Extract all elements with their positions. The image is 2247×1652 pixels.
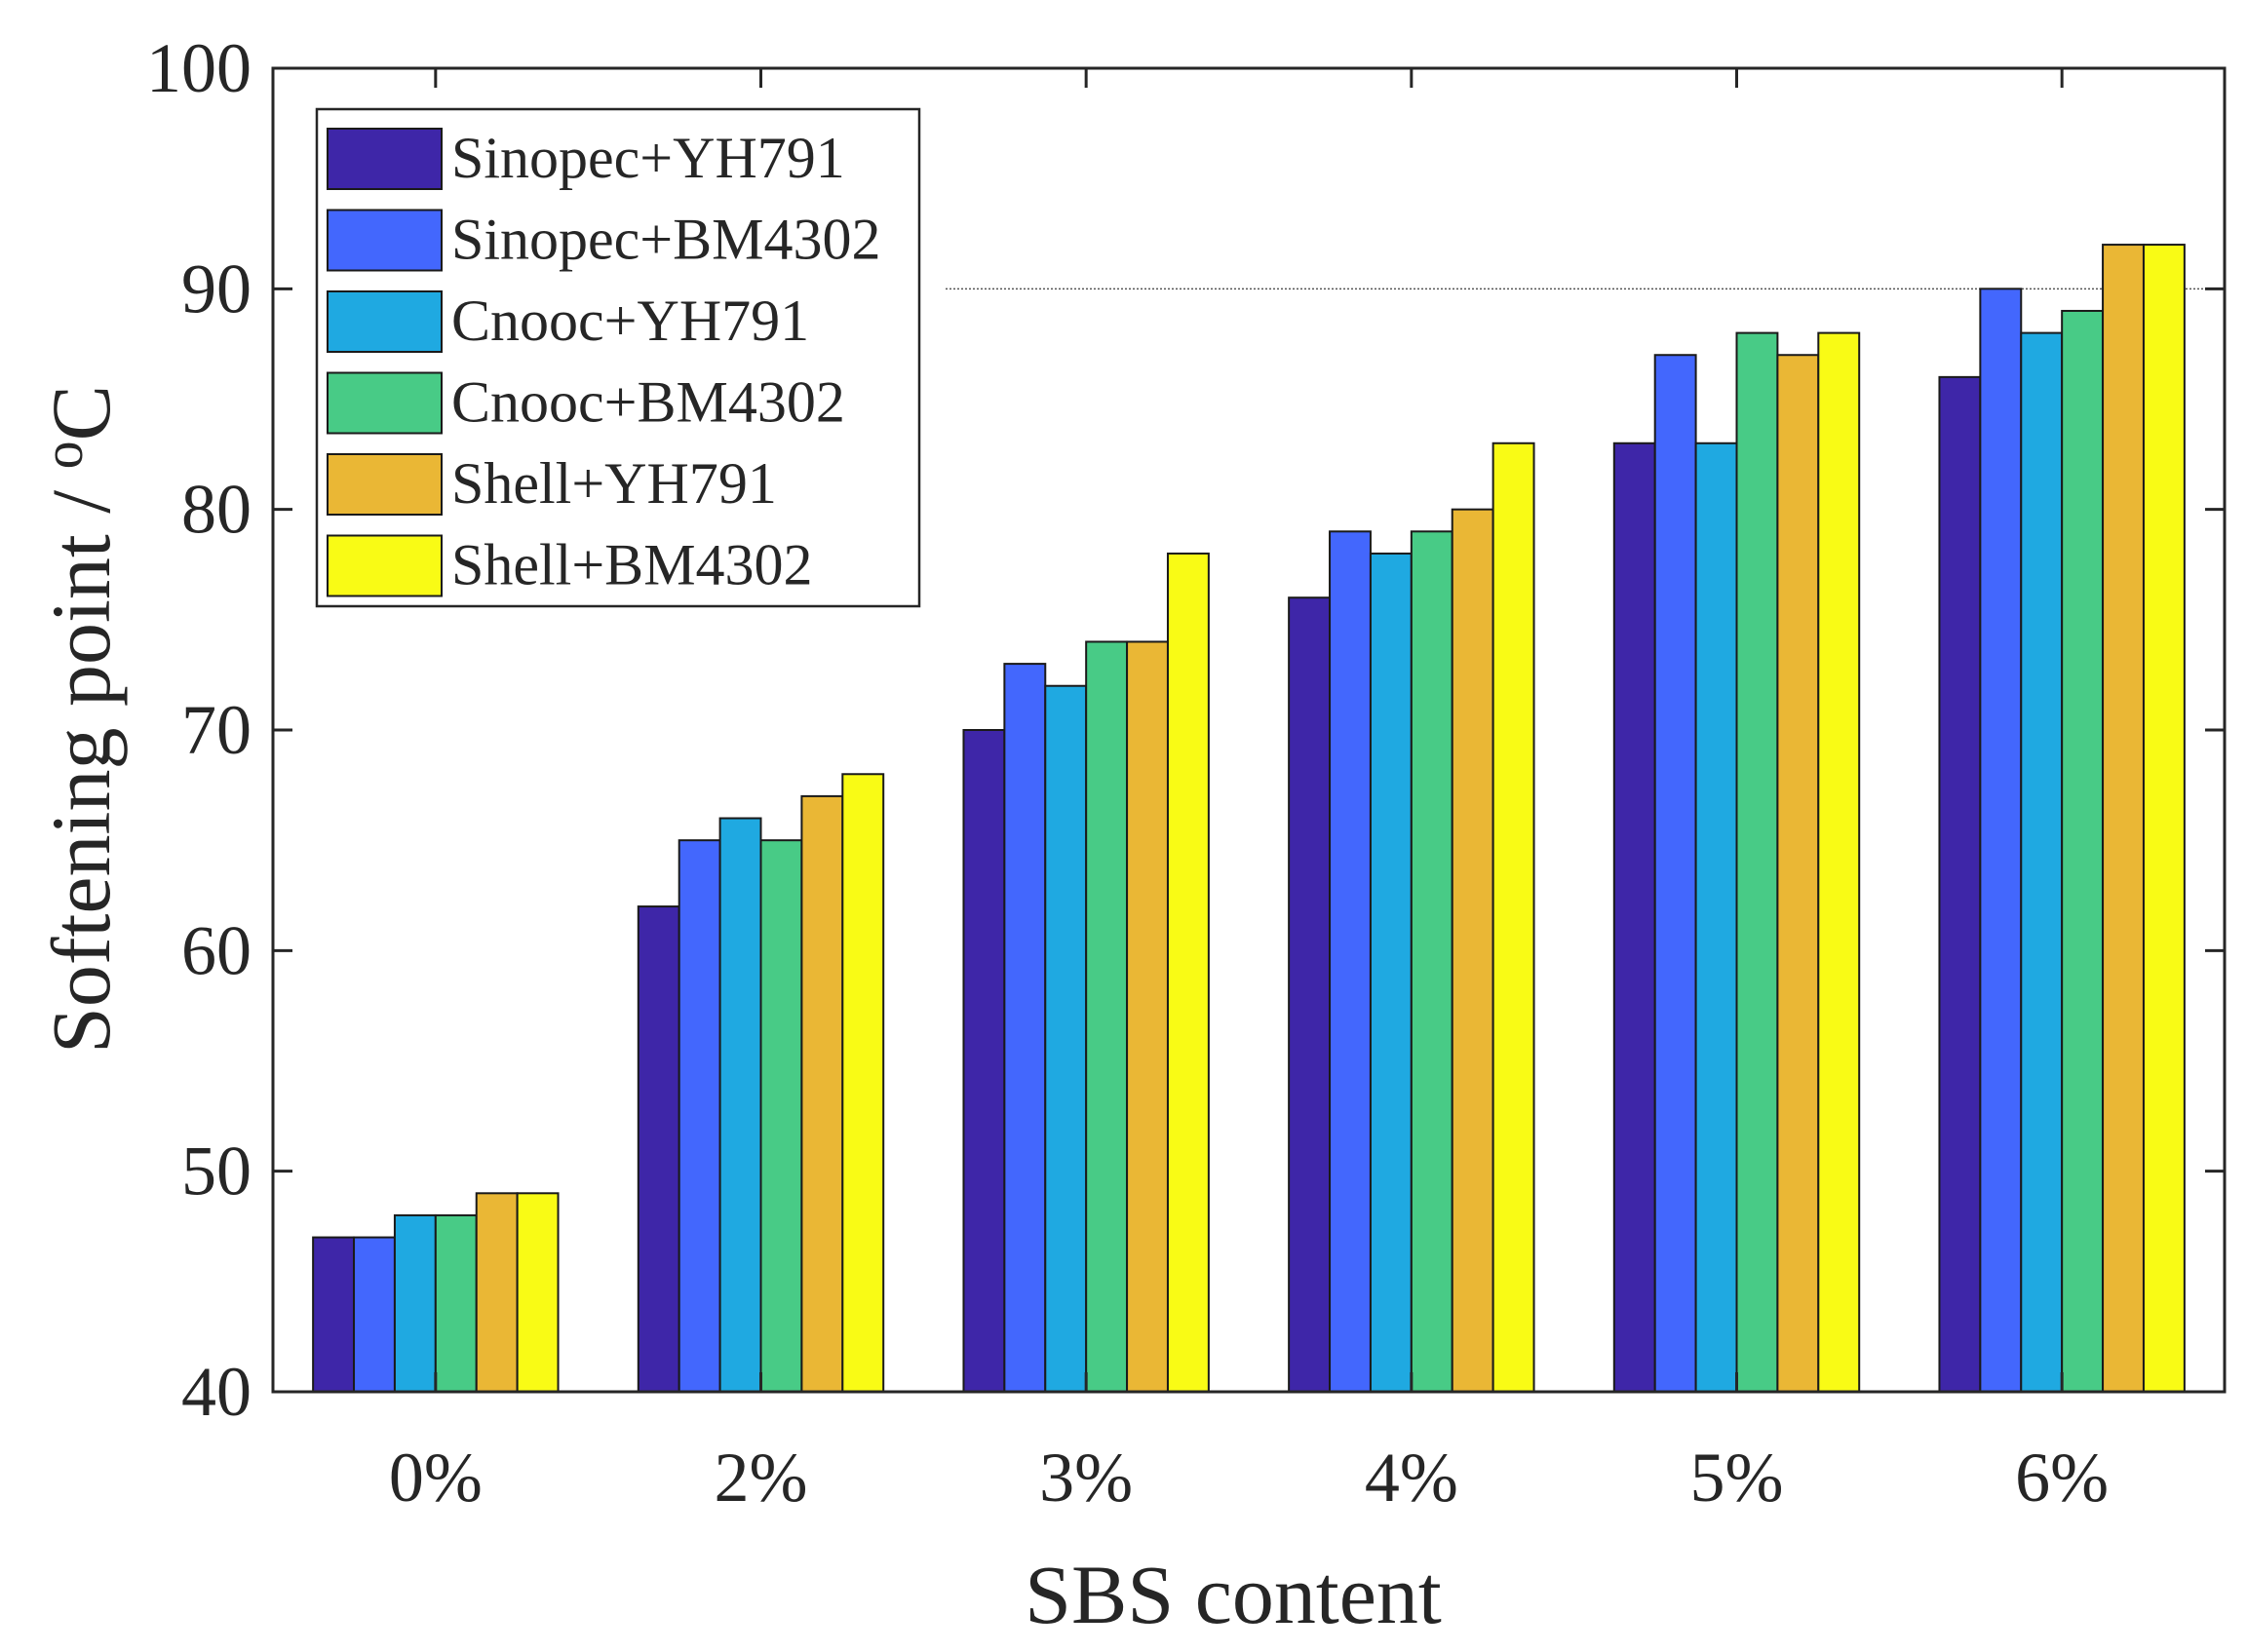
- bar-0pct-shell-yh791: [475, 1192, 519, 1394]
- y-tick-label-100: 100: [146, 29, 252, 107]
- bar-3pct-cnooc-yh791: [1044, 684, 1088, 1393]
- x-tick-label-2pct: 2%: [715, 1439, 808, 1517]
- legend-swatch-shell-bm4302: [327, 534, 443, 597]
- y-axis-title-text: Softening point /: [34, 469, 128, 1054]
- x-tick-label-0pct: 0%: [389, 1439, 483, 1517]
- bar-0pct-cnooc-yh791: [393, 1213, 437, 1394]
- bar-2pct-sinopec-yh791: [637, 905, 680, 1393]
- bar-2pct-cnooc-yh791: [718, 817, 762, 1393]
- y-tick-label-70: 70: [181, 691, 252, 769]
- legend-label-sinopec-bm4302: Sinopec+BM4302: [451, 208, 881, 272]
- legend-swatch-sinopec-bm4302: [327, 209, 443, 272]
- bar-5pct-cnooc-yh791: [1694, 442, 1738, 1393]
- bar-0pct-cnooc-bm4302: [434, 1213, 478, 1394]
- legend: Sinopec+YH791 Sinopec+BM4302 Cnooc+YH791 Cn…: [315, 107, 921, 608]
- bar-3pct-sinopec-yh791: [962, 729, 1006, 1393]
- y-tick-label-90: 90: [181, 250, 252, 327]
- legend-label-sinopec-yh791: Sinopec+YH791: [451, 126, 845, 190]
- bar-0pct-sinopec-yh791: [312, 1236, 356, 1393]
- legend-label-cnooc-yh791: Cnooc+YH791: [451, 288, 809, 353]
- bar-6pct-sinopec-bm4302: [1979, 288, 2023, 1393]
- bar-5pct-sinopec-yh791: [1612, 442, 1656, 1393]
- bar-6pct-cnooc-yh791: [2020, 331, 2064, 1394]
- legend-label-shell-bm4302: Shell+BM4302: [451, 533, 813, 597]
- bar-3pct-shell-bm4302: [1166, 552, 1210, 1393]
- x-tick-label-4pct: 4%: [1365, 1439, 1458, 1517]
- x-axis-title: SBS content: [1025, 1548, 1442, 1641]
- legend-swatch-cnooc-bm4302: [327, 371, 443, 435]
- bar-4pct-sinopec-yh791: [1288, 596, 1332, 1393]
- bar-4pct-sinopec-bm4302: [1329, 530, 1372, 1393]
- y-tick-label-80: 80: [181, 471, 252, 549]
- bar-3pct-cnooc-bm4302: [1085, 640, 1129, 1393]
- bar-2pct-shell-bm4302: [841, 773, 885, 1393]
- legend-label-cnooc-bm4302: Cnooc+BM4302: [451, 370, 845, 435]
- y-axis-title-degree: o: [31, 441, 95, 469]
- bar-4pct-cnooc-yh791: [1369, 552, 1413, 1393]
- bar-5pct-shell-bm4302: [1817, 331, 1861, 1394]
- y-axis-title: Softening point / oC: [31, 385, 128, 1054]
- bar-4pct-shell-yh791: [1451, 508, 1494, 1393]
- y-tick-label-40: 40: [181, 1353, 252, 1431]
- bar-5pct-cnooc-bm4302: [1735, 331, 1779, 1394]
- y-tick-label-60: 60: [181, 911, 252, 989]
- bar-4pct-cnooc-bm4302: [1410, 530, 1453, 1393]
- bar-0pct-sinopec-bm4302: [353, 1236, 396, 1393]
- y-axis-title-unit: C: [34, 385, 128, 441]
- bar-4pct-shell-bm4302: [1492, 442, 1535, 1393]
- bar-2pct-shell-yh791: [800, 794, 844, 1393]
- legend-swatch-cnooc-yh791: [327, 290, 443, 353]
- y-tick-label-50: 50: [181, 1133, 252, 1210]
- bar-6pct-sinopec-yh791: [1938, 375, 1982, 1393]
- x-tick-label-6pct: 6%: [2015, 1439, 2109, 1517]
- x-tick-label-3pct: 3%: [1039, 1439, 1133, 1517]
- bar-3pct-shell-yh791: [1126, 640, 1169, 1393]
- bar-5pct-sinopec-bm4302: [1653, 354, 1697, 1394]
- legend-label-shell-yh791: Shell+YH791: [451, 451, 777, 516]
- bar-6pct-shell-bm4302: [2142, 244, 2186, 1394]
- bar-3pct-sinopec-bm4302: [1003, 663, 1047, 1393]
- bar-6pct-cnooc-bm4302: [2061, 309, 2105, 1393]
- bar-2pct-sinopec-bm4302: [678, 839, 721, 1393]
- legend-swatch-shell-yh791: [327, 453, 443, 516]
- bar-5pct-shell-yh791: [1776, 354, 1820, 1394]
- bar-0pct-shell-bm4302: [516, 1192, 560, 1394]
- x-tick-label-5pct: 5%: [1690, 1439, 1784, 1517]
- legend-swatch-sinopec-yh791: [327, 128, 443, 190]
- bar-2pct-cnooc-bm4302: [759, 839, 803, 1393]
- bar-6pct-shell-yh791: [2102, 244, 2145, 1394]
- legend-box: [315, 107, 921, 608]
